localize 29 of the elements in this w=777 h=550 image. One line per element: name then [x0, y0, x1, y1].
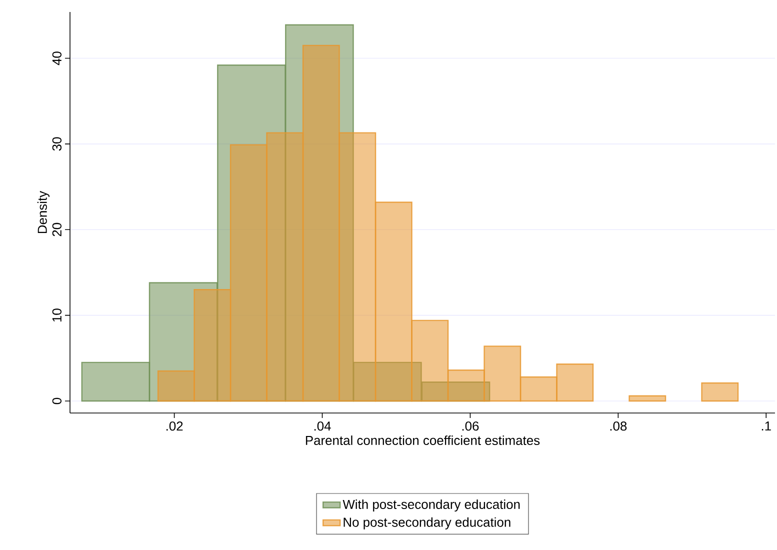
- bar: [338, 132, 376, 402]
- bar: [266, 132, 304, 402]
- x-tick-label: .1: [762, 422, 771, 430]
- bar: [411, 320, 449, 402]
- y-tick-label: 30: [52, 137, 62, 151]
- bar: [520, 376, 558, 402]
- x-axis-title: Parental connection coefficient estimates: [306, 436, 540, 446]
- legend-label: With post-secondary education: [342, 499, 520, 512]
- bar: [447, 370, 485, 402]
- x-tick-label: .08: [610, 422, 627, 431]
- y-tick-label: 10: [52, 308, 62, 322]
- legend-label: No post-secondary education: [344, 517, 510, 530]
- bar: [302, 44, 340, 402]
- bar: [374, 202, 412, 402]
- bar: [230, 144, 268, 402]
- bar: [81, 362, 150, 402]
- x-tick-label: .02: [166, 422, 183, 431]
- x-tick-label: .04: [314, 422, 331, 431]
- bar: [628, 395, 666, 402]
- bar: [556, 364, 594, 402]
- x-tick-label: .06: [462, 422, 479, 431]
- bar: [157, 370, 195, 402]
- y-tick-label: 0: [52, 398, 62, 404]
- y-axis-title: Density: [37, 190, 50, 234]
- y-tick-label: 20: [52, 222, 62, 236]
- y-tick-label: 40: [52, 52, 62, 66]
- bar: [194, 289, 232, 402]
- bar: [484, 346, 522, 402]
- bar: [701, 382, 739, 402]
